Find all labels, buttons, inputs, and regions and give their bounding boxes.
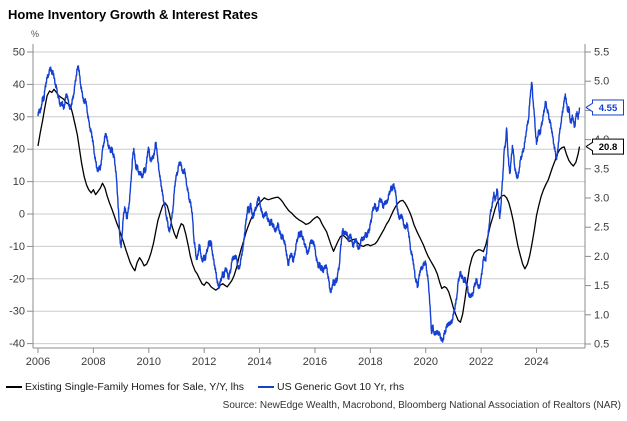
right-tick-label: 1.5 — [594, 280, 609, 292]
right-tick-label: 3.5 — [594, 163, 609, 175]
end-label-pointer — [586, 102, 593, 112]
right-tick-label: 1.0 — [594, 309, 609, 321]
left-tick-label: -10 — [9, 241, 25, 253]
left-axis-labels: 50 40 30 20 10 0 -10 -20 -30 -40% — [9, 29, 39, 350]
x-tick-label: 2010 — [137, 356, 161, 368]
left-tick-label: 10 — [13, 176, 25, 188]
gridlines — [33, 51, 585, 345]
x-tick-label: 2018 — [358, 356, 382, 368]
left-tick-label: 30 — [13, 111, 25, 123]
right-tick-label: 3.0 — [594, 193, 609, 205]
end-label-value: 20.8 — [599, 142, 618, 153]
end-label-pointer-edge — [585, 141, 594, 148]
end-label-pointer-edge — [585, 107, 594, 113]
legend-label-homes-for-sale: Existing Single-Family Homes for Sale, Y… — [25, 381, 245, 393]
right-tick-label: 5.5 — [594, 47, 609, 59]
x-tick-label: 2014 — [247, 356, 271, 368]
x-tick-label: 2016 — [303, 356, 327, 368]
left-tick-label: 0 — [19, 209, 25, 221]
x-tick-label: 2022 — [469, 356, 493, 368]
right-tick-label: 5.0 — [594, 76, 609, 88]
x-axis-labels: 2006 2008 2010 2012 2014 2016 2018 2020 2022 2024 — [26, 348, 549, 368]
right-tick-label: 2.5 — [594, 222, 609, 234]
end-label-pointer — [586, 142, 593, 152]
x-tick-label: 2008 — [81, 356, 105, 368]
end-label-pointer-edge — [585, 102, 594, 108]
series-line-homes-for-sale — [37, 88, 581, 323]
series-line-10yr — [37, 65, 581, 343]
legend-item-homes-for-sale: Existing Single-Family Homes for Sale, Y… — [6, 381, 244, 393]
chart-title: Home Inventory Growth & Interest Rates — [8, 7, 258, 22]
axes — [32, 44, 586, 349]
legend-swatch-blue-line — [258, 386, 275, 388]
legend-item-10yr: US Generic Govt 10 Yr, rhs — [258, 381, 404, 393]
left-tick-label: -30 — [9, 306, 25, 318]
chart-legend: Existing Single-Family Homes for Sale, Y… — [6, 381, 621, 393]
source-note: Source: NewEdge Wealth, Macrobond, Bloom… — [222, 400, 621, 411]
legend-label-10yr: US Generic Govt 10 Yr, rhs — [277, 381, 405, 393]
x-tick-label: 2006 — [26, 356, 50, 368]
right-tick-label: 0.5 — [594, 339, 609, 351]
right-axis-labels: 5.55.04.54.03.53.02.52.01.51.00.5 — [585, 47, 609, 351]
right-tick-label: 2.0 — [594, 251, 609, 263]
end-callout-homes-for-sale: 20.8 — [585, 138, 624, 155]
x-tick-label: 2020 — [414, 356, 438, 368]
x-tick-label: 2012 — [192, 356, 216, 368]
left-axis-unit: % — [31, 29, 39, 39]
left-tick-label: -40 — [9, 338, 25, 350]
end-callout-10yr: 4.55 — [585, 99, 624, 116]
left-tick-label: -20 — [9, 273, 25, 285]
left-tick-label: 50 — [13, 47, 25, 59]
x-tick-label: 2024 — [524, 356, 548, 368]
end-label-value: 4.55 — [599, 103, 618, 114]
left-tick-label: 40 — [13, 79, 25, 91]
left-tick-label: 20 — [13, 144, 25, 156]
end-label-pointer-edge — [585, 146, 594, 152]
legend-swatch-black-line — [6, 386, 22, 388]
